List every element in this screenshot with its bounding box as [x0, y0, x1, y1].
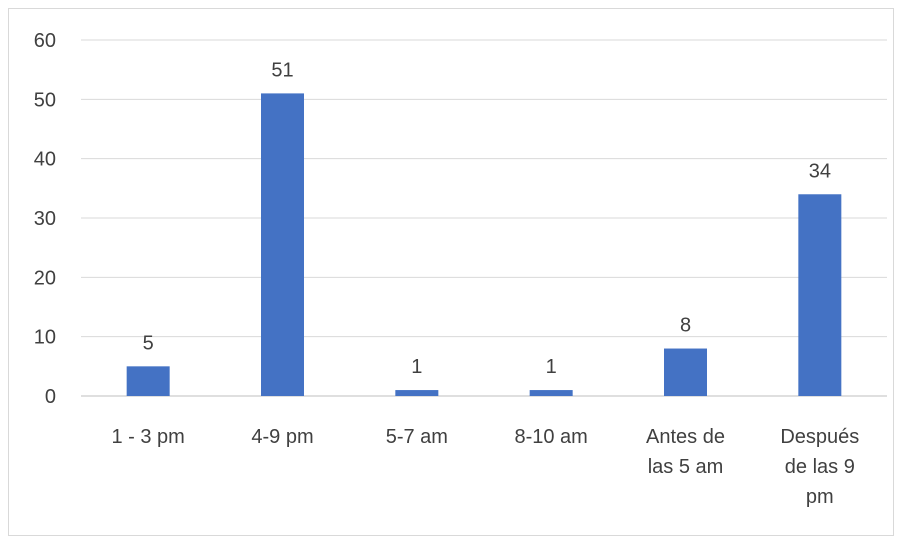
data-label: 1 [546, 356, 557, 378]
y-tick-label: 20 [34, 267, 56, 289]
category-label: Antes de las 5 am [646, 426, 725, 478]
bar [261, 93, 304, 397]
gridlines [81, 39, 887, 397]
chart-frame [8, 8, 894, 536]
data-labels: 5 51 1 1 8 34 [143, 59, 831, 378]
category-label: 5-7 am [386, 426, 448, 448]
bar [798, 194, 842, 396]
y-axis-ticks: 0 10 20 30 40 50 60 [34, 30, 56, 408]
category-label: 4-9 pm [251, 426, 313, 448]
bar [395, 390, 439, 396]
data-label: 34 [809, 160, 831, 182]
y-tick-label: 10 [34, 327, 56, 349]
y-tick-label: 40 [34, 149, 56, 171]
category-label: Después de las 9 pm [780, 426, 859, 508]
data-label: 8 [680, 315, 691, 337]
data-label: 5 [143, 332, 154, 354]
bar [529, 390, 573, 396]
x-axis-categories: 1 - 3 pm 4-9 pm 5-7 am 8-10 am Antes de las 5… [111, 426, 859, 508]
y-tick-label: 60 [34, 30, 56, 52]
category-label: 1 - 3 pm [111, 426, 184, 448]
data-label: 51 [271, 59, 293, 81]
bars [126, 93, 842, 397]
y-tick-label: 50 [34, 89, 56, 111]
category-label: 8-10 am [514, 426, 587, 448]
y-tick-label: 30 [34, 208, 56, 230]
bar [664, 348, 707, 396]
data-label: 1 [411, 356, 422, 378]
bar [126, 366, 170, 396]
y-tick-label: 0 [45, 386, 56, 408]
